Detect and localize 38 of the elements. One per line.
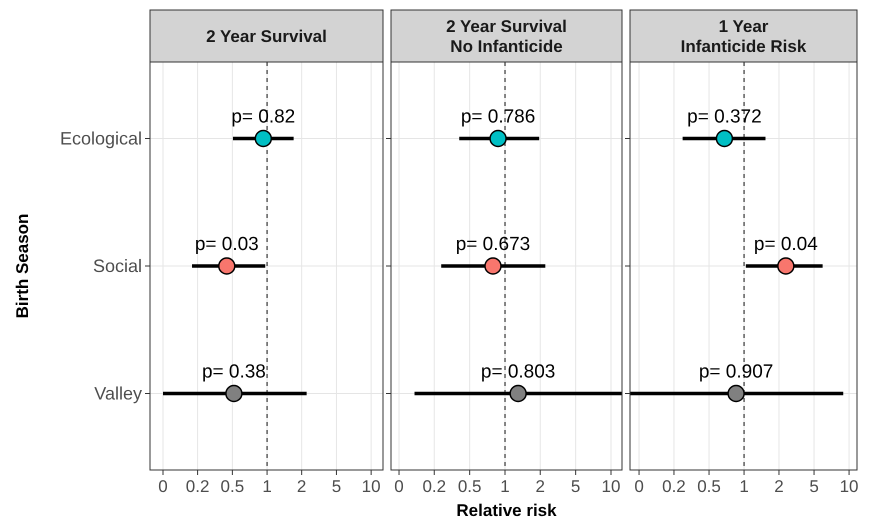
x-tick-label: 2 [296,477,306,496]
x-axis-title: Relative risk [456,501,558,520]
annotation: p= 0.38 [202,362,266,382]
y-tick-label: Valley [94,384,142,404]
x-tick-label: 0 [394,477,404,496]
y-tick-label: Social [92,256,142,276]
x-tick-label: 0.2 [662,477,686,496]
annotation: p= 0.82 [231,106,296,128]
x-tick-label: 0.2 [186,477,210,496]
chart-title: 1 Year Infanticide Risk [680,17,807,56]
x-tick-label: 1 [739,477,749,496]
x-tick-label: 1 [500,477,510,496]
x-tick-label: 0.5 [458,477,482,496]
x-tick-label: 5 [332,477,342,496]
x-tick-label: 2 [774,477,784,496]
x-tick-label: 5 [570,477,580,496]
x-tick-label: 5 [809,477,819,496]
annotation: p= 0.04 [754,234,818,255]
x-tick-label: 0 [634,477,644,496]
x-tick-label: 10 [840,477,859,496]
x-tick-label: 10 [602,477,620,496]
x-tick-label: 1 [262,477,272,496]
annotation: p= 0.786 [460,106,536,128]
x-tick-label: 0.2 [422,477,446,496]
x-tick-label: 2 [536,477,545,496]
annotation: p= 0.03 [194,234,259,255]
annotation: p= 0.372 [687,106,762,128]
x-tick-label: 10 [362,477,381,496]
x-tick-label: 0 [158,477,168,496]
y-tick-label: Ecological [60,128,142,148]
annotation: p= 0.803 [480,362,556,382]
x-tick-label: 0.5 [220,477,244,496]
chart-title: 2 Year Survival No Infanticide [446,17,567,56]
chart-title: 2 Year Survival [206,27,327,46]
annotation: p= 0.673 [456,234,530,255]
y-axis-title: Birth Season [13,214,32,318]
x-tick-label: 0.5 [697,477,721,496]
annotation: p= 0.907 [698,362,774,382]
